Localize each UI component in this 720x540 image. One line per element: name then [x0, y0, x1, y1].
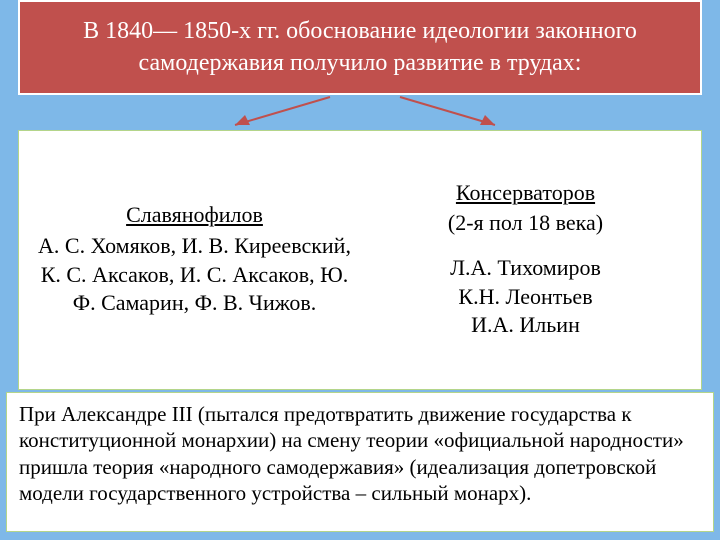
right-column-title: Консерваторов — [365, 180, 686, 206]
arrow-left-icon — [220, 95, 340, 135]
arrow-container — [0, 95, 720, 135]
content-area: Славянофилов А. С. Хомяков, И. В. Киреев… — [18, 130, 702, 390]
left-column-title: Славянофилов — [34, 202, 355, 228]
right-column-subtitle: (2-я пол 18 века) — [365, 210, 686, 236]
header-text: В 1840— 1850-х гг. обоснование идеологии… — [40, 16, 680, 78]
right-column: Консерваторов (2-я пол 18 века) Л.А. Тих… — [360, 131, 701, 389]
footer-text: При Александре III (пытался предотвратит… — [19, 402, 684, 505]
arrow-right-icon — [390, 95, 510, 135]
header-box: В 1840— 1850-х гг. обоснование идеологии… — [18, 0, 702, 95]
left-column: Славянофилов А. С. Хомяков, И. В. Киреев… — [19, 131, 360, 389]
left-column-text: А. С. Хомяков, И. В. Киреевский, К. С. А… — [34, 232, 355, 318]
right-column-text: Л.А. Тихомиров К.Н. Леонтьев И.А. Ильин — [365, 254, 686, 340]
footer-box: При Александре III (пытался предотвратит… — [6, 392, 714, 532]
